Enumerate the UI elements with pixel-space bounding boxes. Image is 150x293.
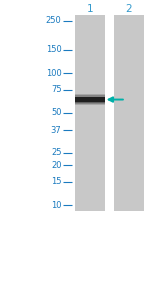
- Text: 25: 25: [51, 148, 62, 157]
- Text: 10: 10: [51, 201, 62, 209]
- Bar: [75, 96, 105, 103]
- Text: 1: 1: [87, 4, 93, 14]
- Text: 250: 250: [46, 16, 62, 25]
- Bar: [114, 15, 144, 211]
- Bar: [75, 15, 105, 211]
- Text: 150: 150: [46, 45, 62, 54]
- Bar: [75, 94, 105, 105]
- Bar: [75, 97, 105, 102]
- Text: 20: 20: [51, 161, 62, 170]
- Text: 2: 2: [126, 4, 132, 14]
- Text: 37: 37: [51, 126, 62, 134]
- Text: 75: 75: [51, 85, 61, 94]
- Text: 100: 100: [46, 69, 62, 78]
- Text: 50: 50: [51, 108, 62, 117]
- Bar: [75, 95, 105, 104]
- Text: 15: 15: [51, 177, 62, 186]
